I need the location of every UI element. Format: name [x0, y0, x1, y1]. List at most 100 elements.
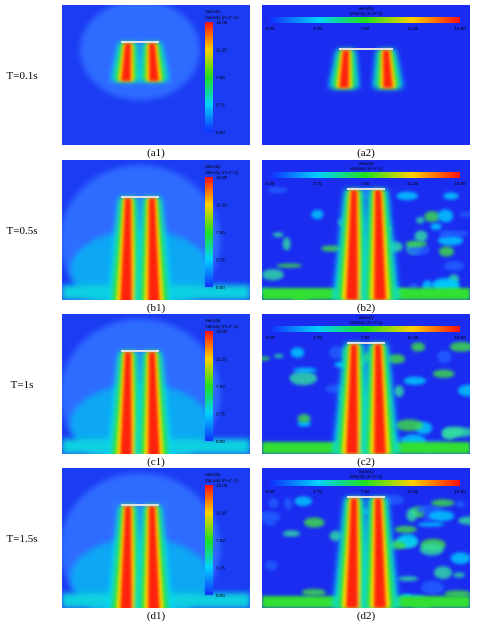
- colorbar-title: Velocity: [358, 315, 374, 320]
- colorbar-tick: 15.00: [216, 175, 228, 180]
- colorbar-tick: 15.00: [454, 335, 466, 340]
- colorbar-tick: 15.00: [454, 26, 466, 31]
- colorbar-unit: Velocity (m s^-1): [205, 15, 239, 20]
- panel-caption: (a1): [147, 147, 165, 159]
- colorbar-tick: 0.00: [216, 285, 225, 290]
- time-label: T=1s: [11, 379, 34, 391]
- colorbar-title: Velocity: [205, 318, 221, 323]
- colorbar-tick: 11.25: [216, 48, 227, 53]
- colorbar-tick: 7.50: [216, 538, 225, 543]
- colorbar: [270, 326, 460, 332]
- panel-caption: (c2): [357, 456, 375, 468]
- halo: [80, 5, 200, 100]
- turbulence: [293, 367, 318, 373]
- colorbar-tick: 0.00: [266, 181, 275, 186]
- turbulence: [294, 496, 312, 507]
- colorbar: [205, 485, 213, 595]
- turbulence: [301, 588, 326, 596]
- colorbar-title: Velocity: [358, 6, 374, 11]
- colorbar: [270, 17, 460, 23]
- turbulence: [297, 420, 312, 427]
- turbulence: [406, 508, 417, 522]
- colorbar-tick: 15.00: [216, 20, 228, 25]
- turbulence: [284, 497, 293, 510]
- turbulence: [449, 341, 470, 352]
- colorbar-tick: 3.75: [216, 566, 225, 571]
- turbulence: [325, 384, 344, 394]
- colorbar-tick: 0.00: [216, 593, 225, 598]
- nozzle: [121, 41, 159, 43]
- velocity-contour: [121, 43, 131, 81]
- turbulence: [431, 499, 455, 507]
- colorbar: [270, 172, 460, 178]
- turbulence: [438, 246, 455, 257]
- colorbar-unit: Velocity (m s^-1): [205, 170, 239, 175]
- turbulence: [437, 350, 452, 364]
- turbulence: [290, 347, 305, 358]
- turbulence: [329, 530, 342, 542]
- colorbar-tick: 3.75: [216, 412, 225, 417]
- colorbar-unit: Velocity (m s^-1): [205, 478, 239, 483]
- nozzle: [347, 188, 385, 190]
- colorbar-title: Velocity: [358, 161, 374, 166]
- time-label: T=1.5s: [7, 533, 38, 545]
- colorbar-tick: 0.00: [266, 335, 275, 340]
- colorbar-unit: Velocity (m s^-1): [205, 324, 239, 329]
- velocity-contour: [383, 50, 393, 88]
- turbulence: [437, 235, 464, 246]
- colorbar-tick: 7.50: [361, 26, 370, 31]
- colorbar-unit: Velocity (m s^-1): [349, 474, 383, 479]
- turbulence: [394, 385, 404, 398]
- velocity-contour: [149, 43, 159, 81]
- turbulence: [433, 566, 452, 579]
- colorbar-title: Velocity: [205, 9, 221, 14]
- turbulence: [262, 511, 281, 523]
- velocity-contour: [339, 50, 349, 88]
- colorbar-unit: Velocity (m s^-1): [349, 320, 383, 325]
- colorbar-tick: 15.00: [454, 489, 466, 494]
- turbulence: [398, 576, 419, 582]
- turbulence: [297, 413, 311, 423]
- turbulence: [282, 237, 291, 251]
- velocity-contour: [120, 506, 132, 608]
- turbulence: [443, 260, 465, 271]
- velocity-contour: [120, 352, 132, 454]
- turbulence: [262, 269, 284, 281]
- colorbar-unit: Velocity (m s^-1): [349, 166, 383, 171]
- turbulence: [414, 230, 428, 242]
- colorbar-tick: 15.00: [216, 329, 228, 334]
- turbulence: [303, 517, 325, 528]
- nozzle: [121, 196, 159, 198]
- turbulence: [396, 191, 419, 201]
- turbulence: [411, 342, 426, 352]
- velocity-contour: [346, 190, 358, 300]
- colorbar-tick: 3.75: [313, 489, 322, 494]
- colorbar-unit: Velocity (m s^-1): [349, 11, 383, 16]
- turbulence: [450, 552, 470, 565]
- colorbar-tick: 0.00: [216, 130, 225, 135]
- turbulence: [273, 353, 284, 358]
- turbulence: [444, 590, 470, 598]
- turbulence: [443, 192, 459, 200]
- turbulence: [441, 429, 457, 440]
- turbulence: [272, 232, 284, 238]
- turbulence: [394, 525, 417, 534]
- velocity-contour: [374, 498, 386, 608]
- colorbar-tick: 11.25: [216, 203, 227, 208]
- turbulence: [276, 263, 303, 268]
- colorbar-tick: 3.75: [313, 335, 322, 340]
- nozzle: [339, 48, 393, 50]
- colorbar-tick: 0.00: [216, 439, 225, 444]
- colorbar-tick: 11.25: [216, 357, 227, 362]
- turbulence: [405, 240, 428, 248]
